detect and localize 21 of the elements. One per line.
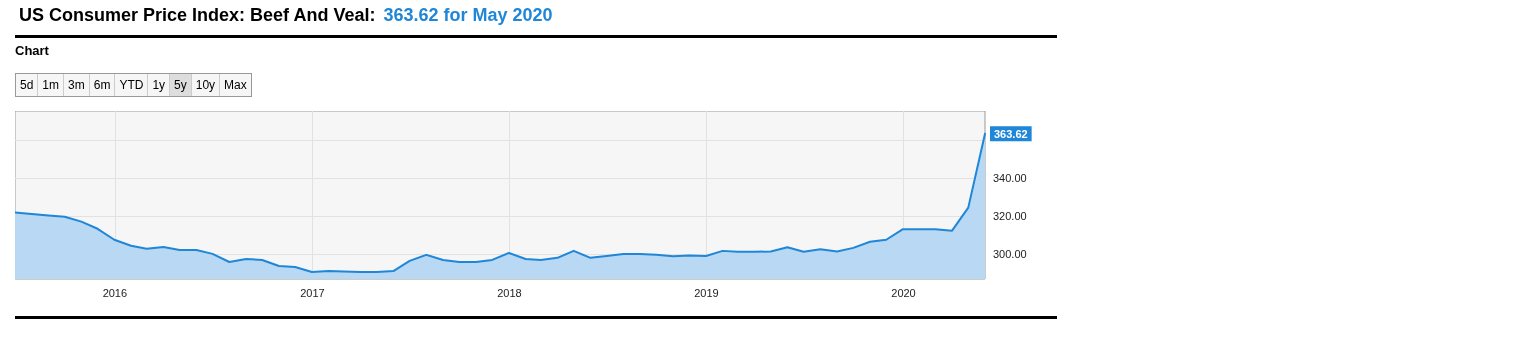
y-tick-label: 300.00 xyxy=(993,247,1027,260)
text: 6m xyxy=(88,74,115,96)
y-tick-label: 320.00 xyxy=(993,210,1027,223)
text: Chart xyxy=(15,43,49,58)
y-tick-label: 340.00 xyxy=(993,172,1027,185)
text: 1m xyxy=(37,74,64,96)
chart-title: US Consumer Price Index: Beef And Veal: xyxy=(19,5,376,25)
x-tick-label: 2020 xyxy=(891,286,916,299)
x-tick-label: 2016 xyxy=(102,286,128,299)
text: Max xyxy=(219,74,251,96)
chart-subtitle: 363.62 for May 2020 xyxy=(383,5,553,25)
x-tick-label: 2019 xyxy=(694,286,719,299)
text: 10y xyxy=(190,74,220,96)
text: 1y xyxy=(147,74,170,96)
text: 3m xyxy=(63,74,89,96)
x-tick-label: 2017 xyxy=(300,286,325,299)
x-tick-label: 2018 xyxy=(497,286,522,299)
text: 5d xyxy=(16,74,38,96)
text: YTD xyxy=(114,74,148,96)
data-label: 363.62 xyxy=(994,127,1028,140)
text: 5y xyxy=(169,74,191,96)
